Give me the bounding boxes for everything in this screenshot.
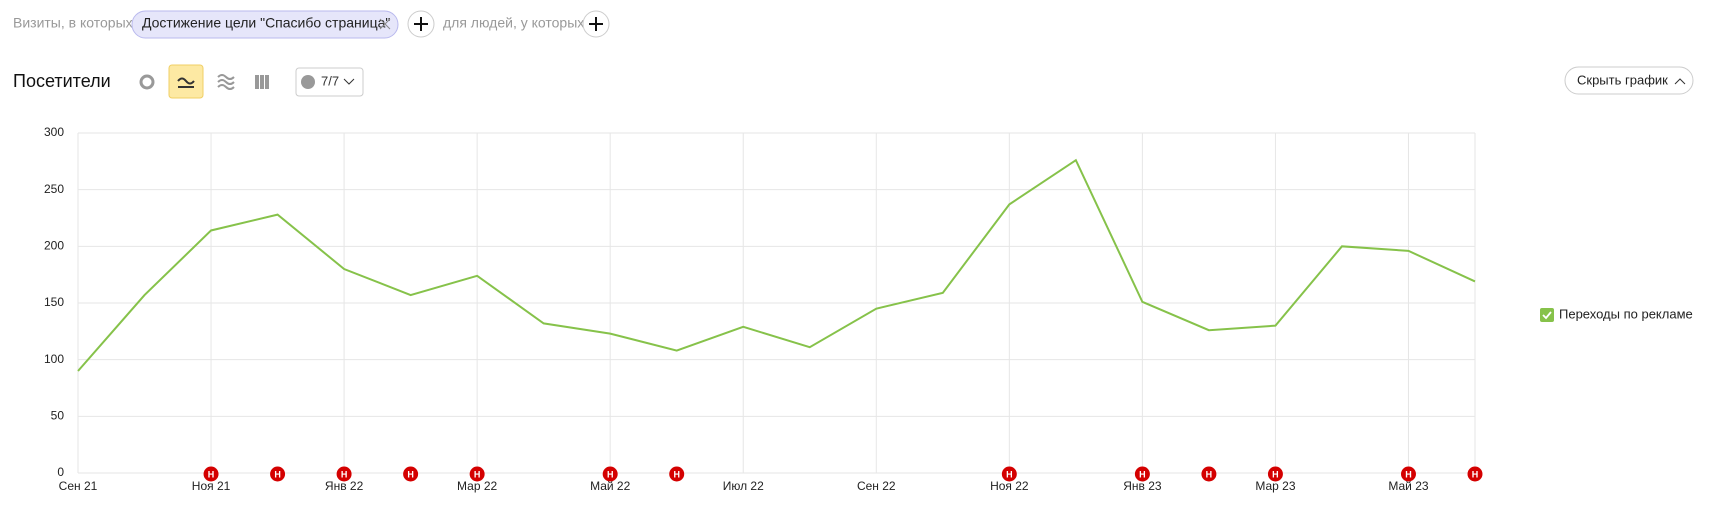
- note-marker-label: Н: [341, 469, 348, 479]
- note-marker[interactable]: [1001, 466, 1017, 482]
- note-marker[interactable]: [669, 466, 685, 482]
- note-marker-label: Н: [673, 469, 680, 479]
- line-icon: [177, 77, 195, 88]
- x-tick-label: Ноя 22: [990, 479, 1029, 493]
- note-marker[interactable]: [203, 466, 219, 482]
- filter-prefix: Визиты, в которых: [13, 15, 133, 31]
- y-tick-label: 0: [57, 465, 64, 479]
- notes-icon: [301, 75, 315, 89]
- x-tick-label: Сен 21: [59, 479, 98, 493]
- y-tick-label: 150: [44, 295, 64, 309]
- filter-chip[interactable]: [131, 10, 399, 39]
- bar-view[interactable]: [255, 75, 269, 89]
- report-title: Посетители: [13, 71, 111, 91]
- add-icon: [414, 17, 428, 31]
- hide-chart-button[interactable]: [1564, 66, 1694, 95]
- filter-people: для людей, у которых: [443, 15, 584, 31]
- x-tick-label: Янв 22: [325, 479, 364, 493]
- note-marker-label: Н: [1405, 469, 1412, 479]
- chevron: [1674, 78, 1686, 85]
- hide-chart-text[interactable]: Скрыть график: [1577, 72, 1668, 87]
- legend-label: Переходы по рекламе: [1559, 306, 1693, 321]
- note-marker[interactable]: [1267, 466, 1283, 482]
- x-tick-label: Сен 22: [857, 479, 896, 493]
- note-marker-label: Н: [1472, 469, 1479, 479]
- y-tick-label: 100: [44, 352, 64, 366]
- chevron: [343, 78, 355, 85]
- note-marker[interactable]: [270, 466, 286, 482]
- notes-counter[interactable]: 7/7: [321, 73, 339, 88]
- note-marker-label: Н: [474, 469, 481, 479]
- legend-checkbox[interactable]: [1540, 308, 1554, 322]
- area-view[interactable]: [217, 74, 235, 90]
- note-marker-label: Н: [1206, 469, 1213, 479]
- x-tick-label: Янв 23: [1123, 479, 1162, 493]
- note-marker[interactable]: [1201, 466, 1217, 482]
- x-tick-label: Июл 22: [723, 479, 764, 493]
- x-tick-label: Мар 22: [457, 479, 497, 493]
- note-marker-label: Н: [208, 469, 215, 479]
- x-tick-label: Май 23: [1388, 479, 1429, 493]
- note-marker-label: Н: [407, 469, 414, 479]
- note-marker-label: Н: [607, 469, 614, 479]
- pie-view[interactable]: [139, 74, 155, 90]
- series-line: [77, 158, 1476, 372]
- note-marker-label: Н: [1006, 469, 1013, 479]
- note-marker-label: Н: [274, 469, 281, 479]
- note-marker[interactable]: [1134, 466, 1150, 482]
- y-tick-label: 200: [44, 239, 64, 253]
- x-tick-label: Май 22: [590, 479, 631, 493]
- x-tick-label: Ноя 21: [192, 479, 231, 493]
- note-marker[interactable]: [602, 466, 618, 482]
- y-tick-label: 250: [44, 182, 64, 196]
- note-marker-label: Н: [1272, 469, 1279, 479]
- note-marker[interactable]: [469, 466, 485, 482]
- filter-chip-text[interactable]: Достижение цели "Спасибо страница": [142, 15, 390, 31]
- note-marker[interactable]: [1400, 466, 1416, 482]
- note-marker[interactable]: [1467, 466, 1483, 482]
- note-marker-label: Н: [1139, 469, 1146, 479]
- note-marker[interactable]: [403, 466, 419, 482]
- note-marker[interactable]: [336, 466, 352, 482]
- notes-button[interactable]: [295, 67, 364, 97]
- chip-remove[interactable]: [379, 18, 391, 30]
- legend-check: [1542, 311, 1552, 320]
- y-tick-label: 50: [51, 409, 65, 423]
- x-tick-label: Мар 23: [1255, 479, 1295, 493]
- add-icon: [589, 17, 603, 31]
- y-tick-label: 300: [44, 125, 64, 139]
